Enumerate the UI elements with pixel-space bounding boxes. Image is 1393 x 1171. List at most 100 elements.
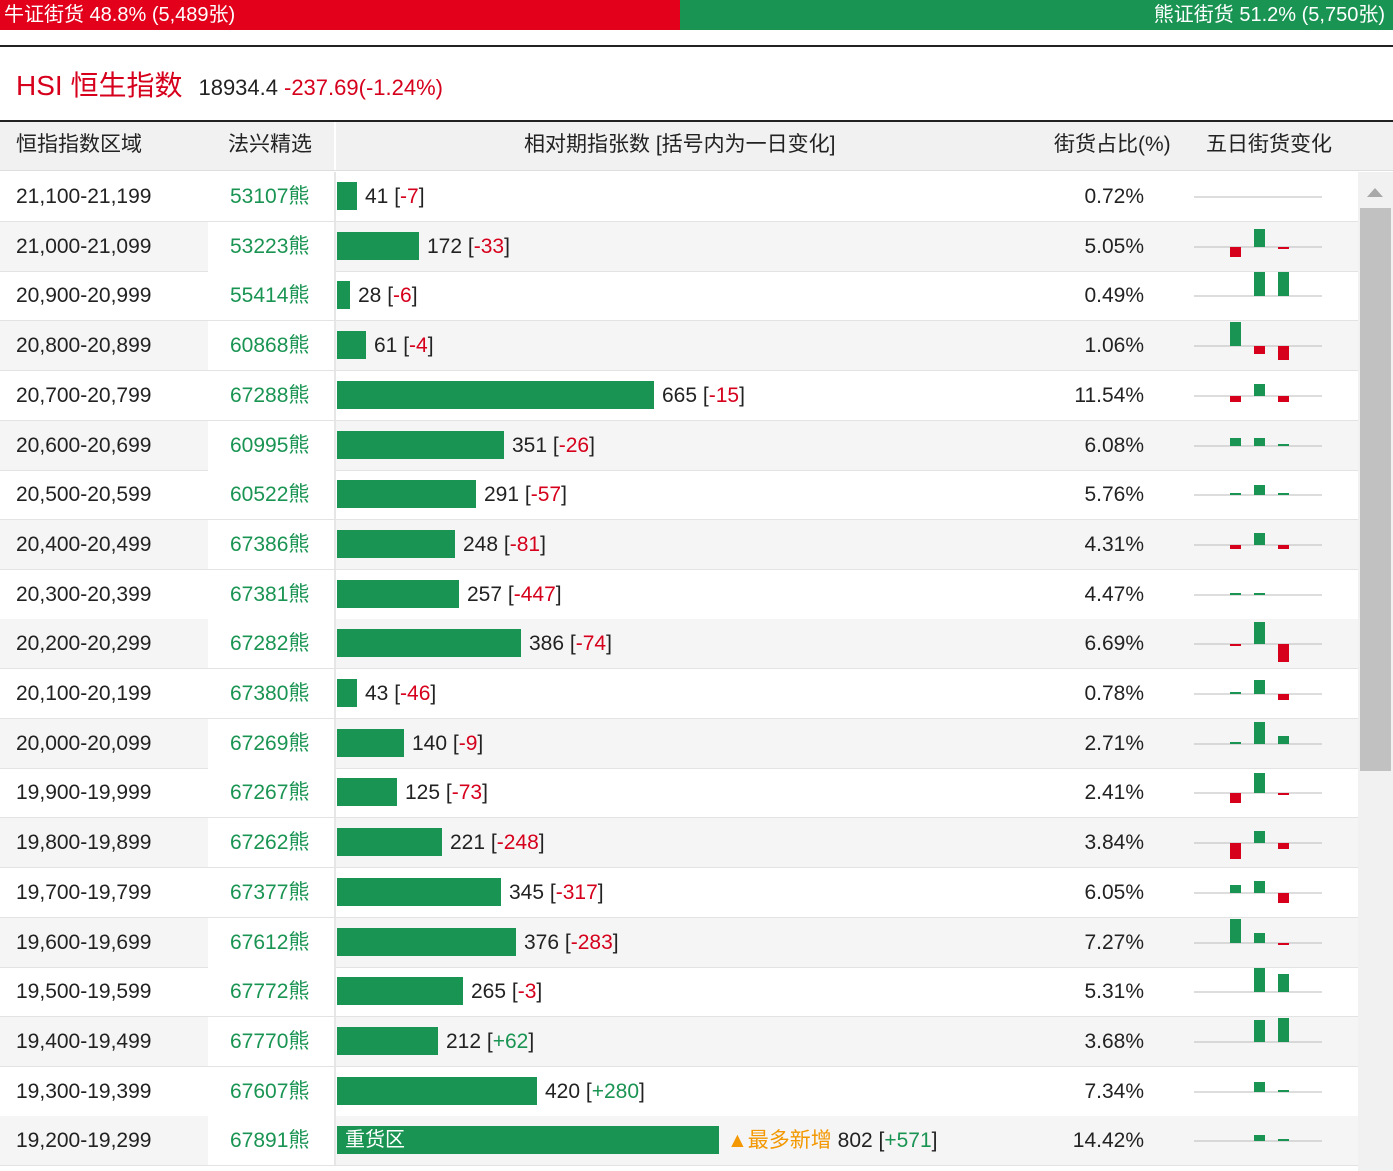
contracts-bar xyxy=(337,1026,438,1055)
warrant-code-link[interactable]: 55414熊 xyxy=(230,284,310,308)
contracts-change: -283 xyxy=(570,930,613,954)
warrant-code-link[interactable]: 67612熊 xyxy=(230,930,310,954)
warrant-code-link[interactable]: 67282熊 xyxy=(230,632,310,656)
index-range: 20,600-20,699 xyxy=(16,433,152,457)
contracts-bar xyxy=(337,529,455,558)
contracts-bar xyxy=(337,828,442,857)
table-row: 20,500-20,599 60522熊 291 [-57] 5.76% xyxy=(0,470,1358,521)
contracts-change: +62 xyxy=(492,1029,529,1053)
warrant-code-link[interactable]: 67770熊 xyxy=(230,1029,310,1053)
sparkline-bar xyxy=(1278,644,1289,663)
sparkline-bar xyxy=(1278,843,1289,850)
index-range: 19,400-19,499 xyxy=(16,1029,152,1053)
warrant-code-link[interactable]: 67262熊 xyxy=(230,831,310,855)
code-cell xyxy=(208,519,334,569)
table-row: 21,000-21,099 53223熊 172 [-33] 5.05% xyxy=(0,221,1358,272)
index-range: 19,700-19,799 xyxy=(16,880,152,904)
contracts-value: 172 [-33] xyxy=(427,234,510,258)
contracts-bar xyxy=(337,182,357,210)
table-body[interactable]: 21,100-21,199 53107熊 41 [-7] 0.72% 21,000-21… xyxy=(0,172,1358,1171)
contracts-bar xyxy=(337,231,419,260)
scrollbar-thumb[interactable] xyxy=(1360,208,1391,771)
sparkline-bar xyxy=(1254,228,1265,247)
sparkline-bar xyxy=(1278,395,1289,402)
five-day-sparkline xyxy=(1194,880,1322,903)
street-pct: 3.84% xyxy=(1084,831,1144,855)
index-range: 20,800-20,899 xyxy=(16,334,152,358)
contracts-change: -33 xyxy=(473,234,505,258)
warrant-code-link[interactable]: 67381熊 xyxy=(230,582,310,606)
index-range: 19,800-19,899 xyxy=(16,831,152,855)
warrant-code-link[interactable]: 67380熊 xyxy=(230,682,310,705)
warrant-code-link[interactable]: 60868熊 xyxy=(230,334,310,358)
index-range: 20,700-20,799 xyxy=(16,383,152,407)
table-row: 19,600-19,699 67612熊 376 [-283] 7.27% xyxy=(0,917,1358,968)
sparkline-bar xyxy=(1230,592,1241,595)
bar-label: 重货区 xyxy=(345,1129,405,1152)
column-divider xyxy=(334,519,336,569)
code-cell xyxy=(208,172,334,221)
sparkline-bar xyxy=(1278,493,1289,496)
column-divider xyxy=(334,172,336,221)
column-divider xyxy=(334,321,336,371)
contracts-bar xyxy=(337,877,501,906)
table-row: 20,300-20,399 67381熊 257 [-447] 4.47% xyxy=(0,569,1358,620)
contracts-count: 61 xyxy=(374,334,398,358)
contracts-count: 802 xyxy=(837,1129,873,1153)
column-divider xyxy=(334,768,336,818)
code-cell xyxy=(208,221,334,271)
street-pct: 5.31% xyxy=(1084,980,1144,1004)
contracts-count: 265 xyxy=(471,980,507,1004)
warrant-code-link[interactable]: 67772熊 xyxy=(230,980,310,1004)
street-pct: 1.06% xyxy=(1084,334,1144,358)
five-day-sparkline xyxy=(1194,272,1322,297)
bull-street-stock: 牛证街货 48.8% (5,489张) xyxy=(0,0,680,30)
sparkline-bar xyxy=(1254,532,1265,545)
warrant-code-link[interactable]: 67288熊 xyxy=(230,383,310,407)
scroll-up-arrow-icon[interactable] xyxy=(1367,188,1383,197)
warrant-code-link[interactable]: 60995熊 xyxy=(230,433,310,457)
index-name[interactable]: HSI 恒生指数 xyxy=(16,70,183,101)
five-day-sparkline xyxy=(1194,1081,1322,1093)
contracts-bar xyxy=(337,1076,537,1105)
sparkline-bar xyxy=(1230,793,1241,804)
sparkline-bar xyxy=(1278,892,1289,903)
table-row: 21,100-21,199 53107熊 41 [-7] 0.72% xyxy=(0,172,1358,222)
five-day-sparkline xyxy=(1194,831,1322,860)
sparkline-bar xyxy=(1278,735,1289,744)
warrant-code-link[interactable]: 67377熊 xyxy=(230,880,310,904)
contracts-bar xyxy=(337,778,397,807)
table-row: 19,500-19,599 67772熊 265 [-3] 5.31% xyxy=(0,967,1358,1018)
contracts-value: 345 [-317] xyxy=(509,880,604,904)
warrant-code-link[interactable]: 60522熊 xyxy=(230,483,310,507)
warrant-code-link[interactable]: 67891熊 xyxy=(230,1129,310,1153)
warrant-code-link[interactable]: 53107熊 xyxy=(230,185,310,208)
warrant-code-link[interactable]: 67607熊 xyxy=(230,1079,310,1103)
vertical-scrollbar[interactable] xyxy=(1358,172,1393,1171)
warrant-code-link[interactable]: 67267熊 xyxy=(230,781,310,805)
sparkline-bar xyxy=(1278,694,1289,700)
index-range: 21,000-21,099 xyxy=(16,234,152,258)
warrant-code-link[interactable]: 67269熊 xyxy=(230,731,310,755)
index-range: 21,100-21,199 xyxy=(16,185,152,208)
five-day-sparkline xyxy=(1194,228,1322,257)
contracts-bar xyxy=(337,728,404,757)
sparkline-bar xyxy=(1254,1081,1265,1092)
column-divider xyxy=(334,271,336,321)
index-range: 20,500-20,599 xyxy=(16,483,152,507)
warrant-code-link[interactable]: 53223熊 xyxy=(230,234,310,258)
five-day-sparkline xyxy=(1194,773,1322,804)
contracts-bar xyxy=(337,977,463,1006)
contracts-bar xyxy=(337,927,516,956)
header-selection: 法兴精选 xyxy=(228,133,312,156)
warrant-code-link[interactable]: 67386熊 xyxy=(230,532,310,556)
column-divider xyxy=(334,669,336,718)
street-pct: 7.34% xyxy=(1084,1079,1144,1103)
column-divider xyxy=(334,1116,336,1166)
five-day-sparkline xyxy=(1194,532,1322,549)
sparkline-bar xyxy=(1230,437,1241,446)
contracts-count: 248 xyxy=(463,532,499,556)
sparkline-bar xyxy=(1278,272,1289,297)
sparkline-bar xyxy=(1230,644,1241,647)
five-day-sparkline xyxy=(1194,322,1322,361)
